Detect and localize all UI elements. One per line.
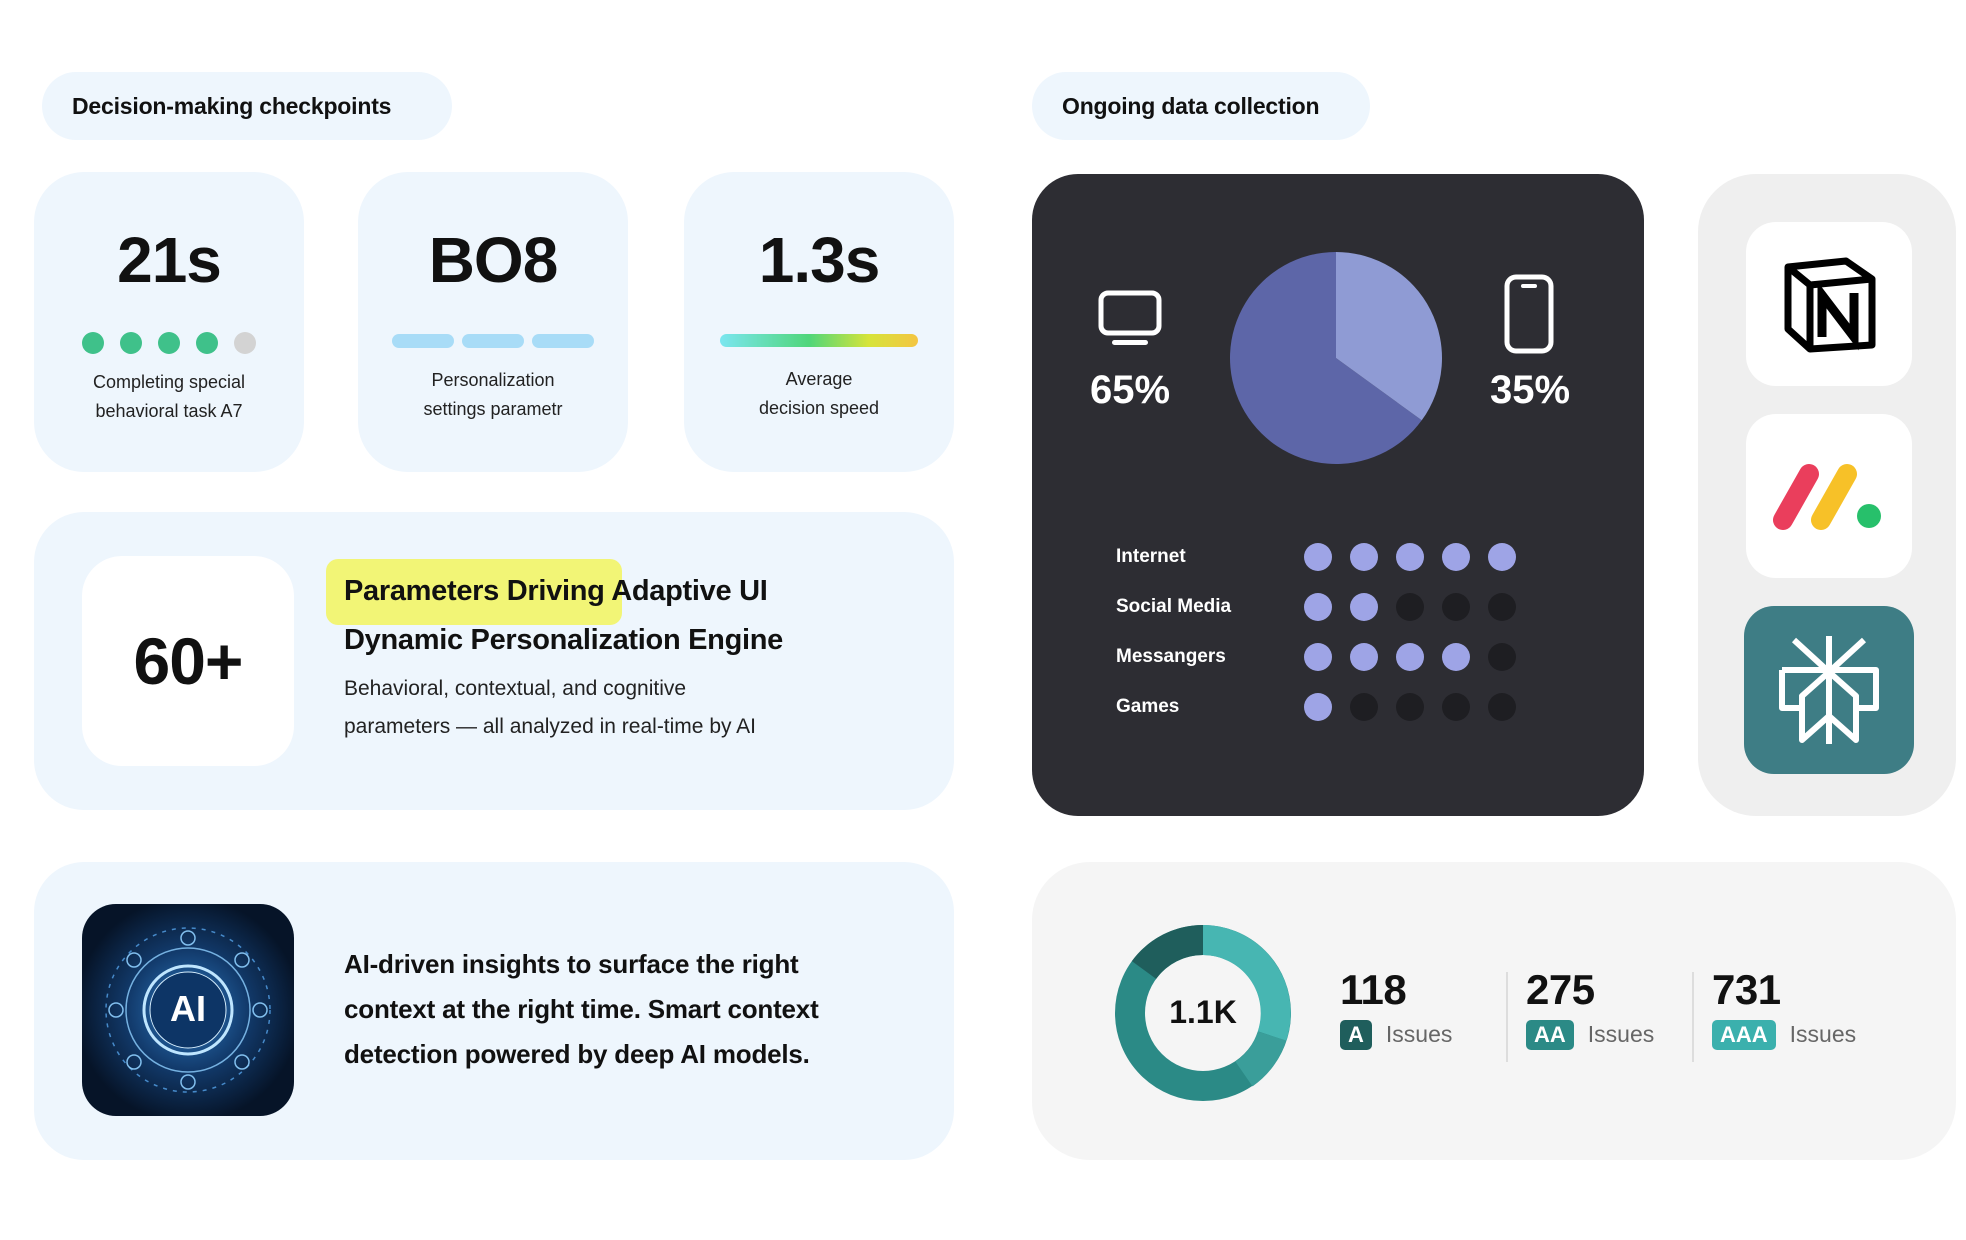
usage-row: Games (1116, 692, 1576, 722)
stat-label: Personalization settings parametr (423, 370, 563, 419)
pie-slice-mobile (1336, 252, 1442, 421)
usage-dot-on (1396, 543, 1424, 571)
issues-label: Issues (1385, 1021, 1453, 1047)
device-usage-card: 65% 35% Internet Social Media Messangers Ga… (1032, 174, 1644, 816)
usage-label: Internet (1116, 546, 1186, 567)
usage-dot-off (1442, 693, 1470, 721)
usage-dot-on (1350, 543, 1378, 571)
stat-value: BO8 (428, 224, 559, 296)
ai-brain-icon: AI (82, 904, 294, 1116)
segment-bar (532, 334, 594, 348)
issue-count: 275 (1526, 966, 1595, 1013)
issue-count: 118 (1340, 966, 1407, 1013)
desktop-icon (1098, 290, 1162, 345)
monday-app-icon[interactable] (1746, 414, 1912, 578)
usage-dot-on (1304, 593, 1332, 621)
usage-dot-on (1396, 643, 1424, 671)
issues-label: Issues (1789, 1021, 1857, 1047)
progress-dot-filled (196, 332, 218, 354)
stat-card-decision-speed: 1.3s Average decision speed (684, 172, 954, 472)
ai-icon-label: AI (170, 988, 206, 1029)
progress-dot-empty (234, 332, 256, 354)
usage-dot-on (1304, 693, 1332, 721)
ai-insights-card: AI AI-driven insights to surface the rig… (34, 862, 954, 1160)
stat-value: 21s (117, 224, 222, 296)
usage-dot-on (1442, 643, 1470, 671)
usage-label: Social Media (1116, 596, 1232, 617)
usage-dot-on (1488, 543, 1516, 571)
segment-bar (462, 334, 524, 348)
progress-dot-filled (158, 332, 180, 354)
monday-logo (1773, 464, 1881, 530)
divider (1506, 972, 1508, 1062)
usage-dot-off (1442, 593, 1470, 621)
device-pie-chart (1230, 252, 1442, 464)
stat-label: Completing special behavioral task A7 (92, 372, 246, 421)
segment-bars (392, 334, 594, 348)
mobile-share: 35% (1490, 368, 1571, 412)
parameters-card: 60+ Parameters Driving Adaptive UI Dynam… (34, 512, 954, 810)
usage-dot-on (1304, 643, 1332, 671)
issue-count: 731 (1712, 966, 1781, 1013)
stat-card-personalization: BO8 Personalization settings parametr (358, 172, 628, 472)
usage-dot-off (1488, 643, 1516, 671)
progress-dot-filled (82, 332, 104, 354)
issues-donut-chart (1115, 925, 1291, 1101)
issues-label: Issues (1587, 1021, 1655, 1047)
level-badge: AAA (1712, 1020, 1776, 1050)
issue-group-aa: 275 AA Issues (1526, 966, 1654, 1050)
ai-insights-text: AI-driven insights to surface the right … (344, 949, 819, 1069)
issues-total: 1.1K (1169, 994, 1237, 1030)
level-badge: AA (1526, 1020, 1574, 1050)
perplexity-app-icon[interactable] (1744, 606, 1914, 774)
usage-row: Messangers (1116, 642, 1576, 672)
usage-dot-on (1304, 543, 1332, 571)
desktop-share: 65% (1090, 368, 1171, 412)
data-collection-header: Ongoing data collection (1032, 72, 1370, 140)
apps-panel (1698, 174, 1956, 816)
usage-dot-off (1396, 593, 1424, 621)
usage-dot-on (1442, 543, 1470, 571)
usage-dot-off (1350, 693, 1378, 721)
progress-dot-filled (120, 332, 142, 354)
usage-label: Games (1116, 696, 1180, 717)
usage-dot-on (1350, 643, 1378, 671)
usage-label: Messangers (1116, 646, 1226, 667)
section-title: Decision-making checkpoints (72, 92, 392, 119)
donut-segment-aaa (1202, 925, 1291, 1041)
notion-logo (1784, 257, 1876, 353)
usage-dot-off (1488, 593, 1516, 621)
parameters-description: Behavioral, contextual, and cognitive pa… (344, 677, 757, 738)
usage-dot-off (1396, 693, 1424, 721)
perplexity-logo (1779, 636, 1879, 744)
title-highlight (326, 559, 622, 625)
level-badge: A (1340, 1020, 1372, 1050)
parameters-title: Parameters Driving Adaptive UI (344, 575, 768, 607)
accessibility-issues-card: 1.1K 118 A Issues 275 AA Issues 731 AAA Iss… (1032, 862, 1956, 1160)
stat-card-task-time: 21s Completing special behavioral task A… (34, 172, 304, 472)
usage-row: Social Media (1116, 592, 1576, 622)
decision-checkpoints-header: Decision-making checkpoints (42, 72, 452, 140)
parameters-count-box: 60+ (82, 556, 294, 766)
section-title: Ongoing data collection (1062, 92, 1320, 119)
usage-dot-off (1488, 693, 1516, 721)
donut-segment-a (1234, 1030, 1287, 1087)
progress-dots (82, 332, 256, 354)
usage-dot-on (1350, 593, 1378, 621)
divider (1692, 972, 1694, 1062)
issue-group-aaa: 731 AAA Issues (1712, 966, 1856, 1050)
pie-slice-desktop (1230, 252, 1422, 464)
stat-label: Average decision speed (758, 369, 880, 418)
usage-row: Internet (1116, 542, 1576, 572)
segment-bar (392, 334, 454, 348)
donut-segment-dark (1131, 925, 1204, 980)
speed-gradient-bar (720, 334, 918, 347)
parameters-count: 60+ (133, 624, 244, 698)
issue-group-a: 118 A Issues (1340, 966, 1452, 1050)
parameters-subtitle: Dynamic Personalization Engine (344, 624, 783, 656)
mobile-icon (1504, 274, 1554, 354)
notion-app-icon[interactable] (1746, 222, 1912, 386)
stat-value: 1.3s (758, 224, 881, 296)
